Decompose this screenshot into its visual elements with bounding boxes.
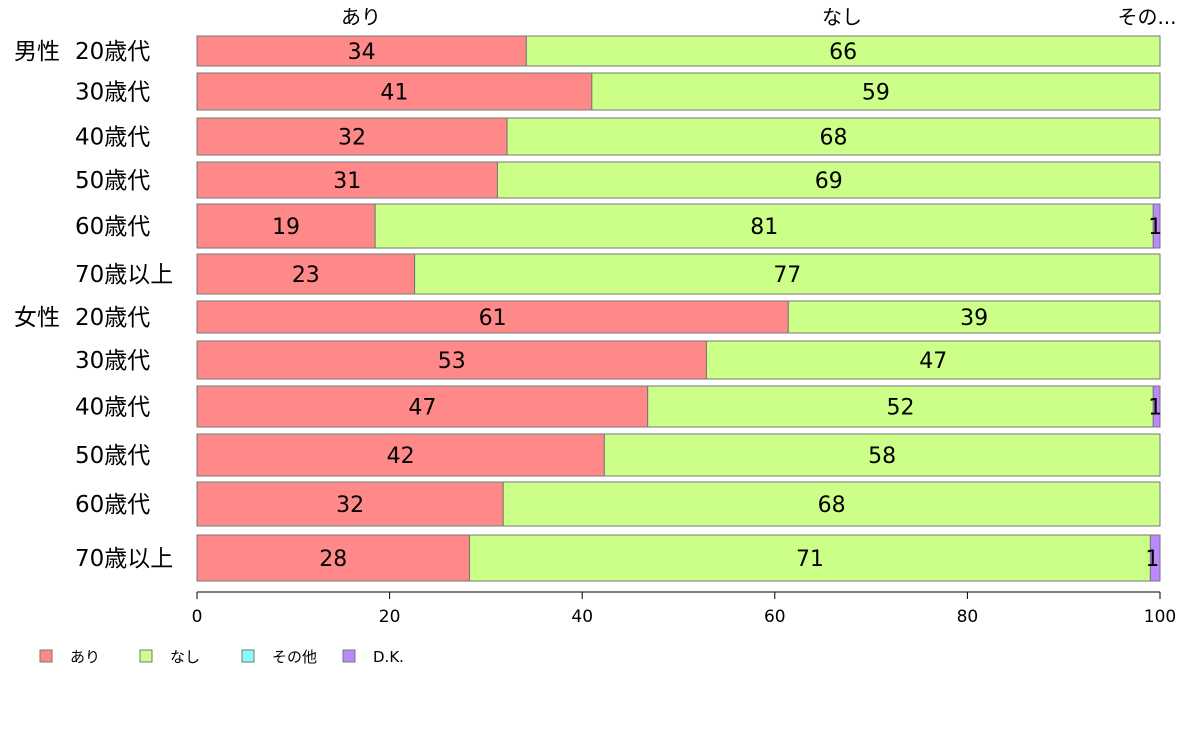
bar-segment [196,253,416,295]
bar-segment [196,300,789,334]
bar-segment [1152,203,1161,249]
bar-segment [525,35,1161,67]
data-label: 1 [1145,547,1159,572]
data-label: 32 [336,493,364,518]
bar-segment [196,117,508,156]
category-label: 40歳代 [75,125,150,151]
data-label: 66 [829,40,857,65]
data-label: 52 [886,396,914,421]
category-label: 60歳代 [75,214,150,240]
bar-segment [196,72,593,111]
data-label: 68 [820,126,848,151]
data-labels-layer: あり なし その... 男性 20歳代 34 66 30歳代 41 59 40歳代 32 68 50歳代 3… [14,5,1177,572]
data-label: 31 [333,169,361,194]
bar-segment [647,385,1154,428]
category-label: 20歳代 [75,39,150,65]
data-label: 53 [438,349,466,374]
x-tick-label: 100 [1144,607,1176,627]
data-label: 69 [815,169,843,194]
data-label: 68 [818,493,846,518]
data-label: 28 [319,547,347,572]
category-label: 50歳代 [75,443,150,469]
bar-segment [496,161,1161,199]
data-label: 23 [292,263,320,288]
legend-label: なし [170,648,200,666]
legend-label: その他 [272,648,317,666]
data-label: 39 [960,306,988,331]
legend: あり なし その他 D.K. [39,648,404,666]
bar-segment [196,534,471,582]
bar-segment [196,161,498,199]
category-label: 40歳代 [75,395,150,421]
bar-segment [374,203,1154,249]
legend-label: D.K. [373,648,404,666]
data-label: 61 [479,306,507,331]
category-label: 30歳代 [75,80,150,106]
top-series-label: あり [341,5,381,29]
data-label: 47 [408,396,436,421]
category-label: 30歳代 [75,348,150,374]
legend-swatch [39,649,53,663]
bar-segment [787,300,1161,334]
legend-swatch [139,649,153,663]
category-label: 60歳代 [75,492,150,518]
bar-segment [603,433,1161,477]
x-tick-label: 0 [192,607,203,627]
bars-layer [196,35,1161,582]
bar-segment [591,72,1161,111]
x-tick-label: 20 [379,607,401,627]
data-label: 42 [387,444,415,469]
data-label: 81 [750,215,778,240]
data-label: 41 [380,81,408,106]
bar-segment [196,203,376,249]
category-label: 70歳以上 [75,546,173,572]
data-label: 1 [1148,396,1162,421]
group-label: 女性 [14,305,60,331]
data-label: 77 [773,263,801,288]
bar-segment [196,35,527,67]
data-label: 71 [796,547,824,572]
category-label: 50歳代 [75,168,150,194]
data-label: 34 [348,40,376,65]
top-series-label: なし [822,5,862,29]
group-label: 男性 [14,39,60,65]
data-label: 1 [1148,215,1162,240]
x-tick-label: 80 [957,607,979,627]
category-label: 70歳以上 [75,262,173,288]
bar-segment [502,481,1161,527]
legend-swatch [241,649,255,663]
data-label: 59 [862,81,890,106]
x-tick-label: 40 [571,607,593,627]
bar-segment [1149,534,1161,582]
category-label: 20歳代 [75,305,150,331]
bar-segment [196,340,707,380]
legend-swatch [342,649,356,663]
bar-segment [469,534,1151,582]
bar-segment [1152,385,1161,428]
bar-segment [414,253,1161,295]
legend-label: あり [70,648,100,666]
data-label: 32 [338,126,366,151]
data-label: 47 [919,349,947,374]
top-series-label: その... [1117,5,1176,29]
data-label: 58 [868,444,896,469]
bar-segment [196,433,605,477]
x-tick-label: 60 [764,607,786,627]
data-label: 19 [272,215,300,240]
bar-segment [506,117,1161,156]
x-axis: 0 20 40 60 80 100 [192,591,1176,627]
bar-segment [705,340,1161,380]
